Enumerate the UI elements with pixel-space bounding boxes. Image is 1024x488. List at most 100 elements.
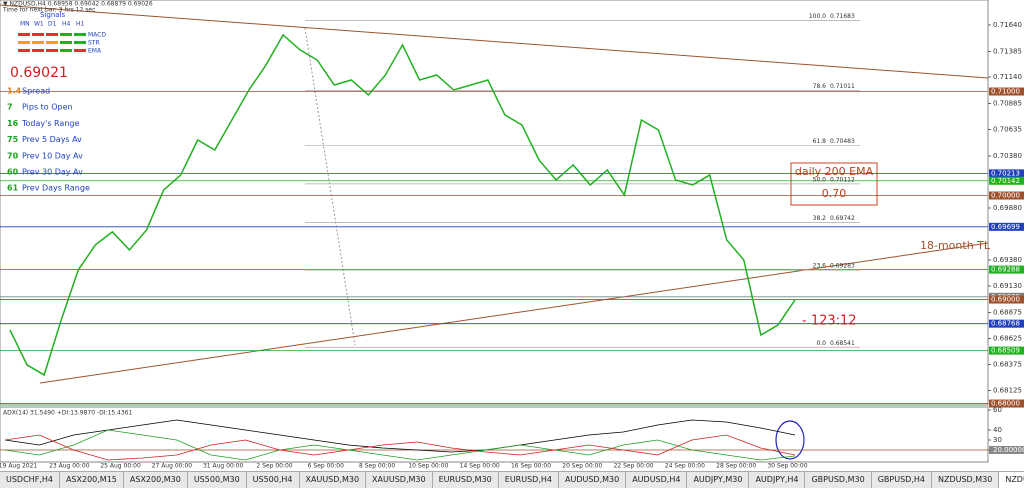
ema-value: 0.70 (822, 187, 847, 200)
signal-cell (60, 33, 72, 36)
tab[interactable]: USDCHF,H4 (0, 472, 60, 488)
stat-label: Spread (22, 87, 50, 96)
timer-note: - 123:12 (802, 314, 857, 329)
y-tick-label: 0.68875 (993, 309, 1022, 317)
x-tick-label: 30 Sep 00:00 (767, 463, 807, 470)
tab[interactable]: US500,H4 (247, 472, 300, 488)
adx-tick-label: 40 (993, 426, 1002, 434)
level-label: 0.69000 (991, 296, 1020, 304)
fib-ratio: 50.0 (813, 176, 827, 183)
ema-title: daily 200 EMA (795, 165, 874, 178)
trend-line (39, 242, 989, 384)
fib-price: 0.68541 (830, 340, 855, 347)
fib-price: 0.70112 (830, 176, 855, 183)
tab[interactable]: GBPUSD,H4 (872, 472, 932, 488)
highlight-circle (775, 420, 805, 460)
level-label: 0.70213 (991, 169, 1020, 177)
signal-tf: MN (20, 21, 30, 28)
terminal-chart: ▼ NZDUSD,H4 0.68958 0.69042 0.68879 0.69… (0, 0, 1024, 470)
y-tick-label: 0.71140 (993, 73, 1022, 81)
tab[interactable]: XAUUSD,M30 (300, 472, 367, 488)
adx-tick-label: 20.00000 (993, 446, 1024, 454)
signal-tf: H1 (76, 21, 85, 28)
x-tick-label: 2 Sep 00:00 (256, 463, 292, 470)
signal-tf: W1 (34, 21, 44, 28)
signal-cell (46, 41, 58, 44)
adx-title: ADX(14) 31.5490 +DI:13.9870 -DI:15.4361 (3, 410, 133, 417)
stat-label: Prev 5 Days Av (22, 135, 82, 144)
x-tick-label: 31 Aug 00:00 (203, 463, 244, 470)
y-tick-label: 0.70885 (993, 99, 1022, 107)
tab[interactable]: AUDJPY,H4 (749, 472, 806, 488)
x-tick-label: 10 Sep 00:00 (408, 463, 448, 470)
trend-line (0, 4, 989, 79)
fib-price: 0.69283 (830, 263, 855, 270)
tab[interactable]: AUDUSD,H4 (626, 472, 688, 488)
x-tick-label: 19 Aug 2021 (0, 463, 37, 470)
tab[interactable]: GBPUSD,M30 (805, 472, 872, 488)
fib-price: 0.71011 (830, 83, 855, 90)
fib-ratio: 78.6 (813, 83, 827, 90)
stat-num: 70 (7, 151, 19, 160)
stat-label: Pips to Open (22, 103, 73, 112)
signal-cell (74, 33, 86, 36)
tab[interactable]: AUDJPY,M30 (687, 472, 750, 488)
signal-name: STR (88, 40, 100, 47)
signal-cell (60, 41, 72, 44)
stat-label: Prev 30 Day Av (22, 168, 83, 177)
tab[interactable]: NZDUSD,M30 (932, 472, 1000, 488)
y-tick-label: 0.69130 (993, 282, 1022, 290)
level-label: 0.69288 (991, 266, 1020, 274)
tab[interactable]: ASX200,M15 (60, 472, 124, 488)
stat-num: 1.4 (7, 87, 22, 96)
x-tick-label: 16 Sep 00:00 (511, 463, 551, 470)
level-box (989, 295, 1024, 304)
signal-cell (46, 49, 58, 52)
x-tick-label: 24 Sep 00:00 (665, 463, 705, 470)
tab[interactable]: NZDUSD,H4 (999, 472, 1024, 488)
tab[interactable]: AUDUSD,M30 (559, 472, 627, 488)
stat-num: 60 (7, 168, 19, 177)
adx-pane (0, 406, 989, 463)
price-line (9, 33, 796, 377)
adx-level-box (989, 446, 1024, 454)
fib-ratio: 38.2 (813, 215, 827, 222)
stat-label: Prev Days Range (22, 184, 90, 193)
x-tick-label: 28 Sep 00:00 (716, 463, 756, 470)
signal-cell (18, 41, 30, 44)
signal-cell (32, 33, 44, 36)
signal-cell (74, 49, 86, 52)
signals-title: Signals (40, 11, 66, 19)
signal-cell (74, 41, 86, 44)
level-label: 0.69699 (991, 223, 1020, 231)
x-tick-label: 27 Aug 00:00 (152, 463, 193, 470)
tab[interactable]: US500,M30 (188, 472, 247, 488)
stat-label: Today's Range (21, 119, 79, 128)
adx-line (4, 419, 796, 453)
y-tick-label: 0.69380 (993, 256, 1022, 264)
level-box (989, 191, 1024, 200)
x-tick-label: 23 Aug 00:00 (49, 463, 90, 470)
signal-cell (60, 49, 72, 52)
level-box (989, 399, 1024, 408)
tab[interactable]: EURUSD,H4 (499, 472, 559, 488)
x-tick-label: 14 Sep 00:00 (460, 463, 500, 470)
level-label: 0.71000 (991, 88, 1020, 96)
stat-num: 16 (7, 119, 19, 128)
adx-line (4, 434, 796, 461)
y-tick-label: 0.68625 (993, 335, 1022, 343)
adx-tick-label: 30 (993, 436, 1002, 444)
y-tick-label: 0.70635 (993, 125, 1022, 133)
level-label: 0.70000 (991, 192, 1020, 200)
tab[interactable]: XAUUSD,M30 (366, 472, 433, 488)
signal-name: MACD (88, 32, 106, 39)
level-label: 0.68509 (991, 347, 1020, 355)
adx-line (4, 429, 796, 461)
tab[interactable]: EURUSD,M30 (433, 472, 499, 488)
tab[interactable]: ASX200,M30 (124, 472, 188, 488)
level-box (989, 319, 1024, 328)
fib-ratio: 0.0 (816, 340, 826, 347)
stat-label: Prev 10 Day Av (22, 151, 83, 160)
y-tick-label: 0.71640 (993, 21, 1022, 29)
